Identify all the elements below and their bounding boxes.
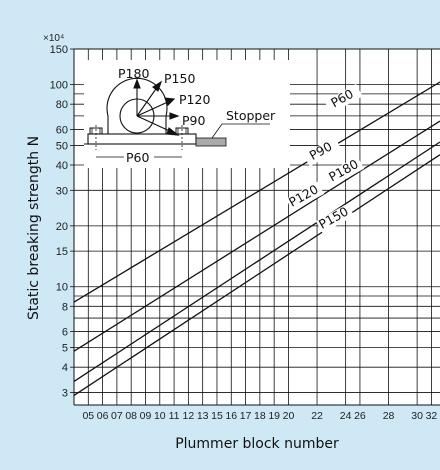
y-tick-label: 50 [56, 140, 68, 152]
x-tick-label: 18 [254, 410, 266, 422]
series-line-p60 [73, 81, 440, 303]
y-tick-label: 8 [62, 301, 68, 313]
y-tick-label: 150 [50, 44, 68, 56]
y-tick-label: 15 [56, 246, 68, 258]
inset-housing [106, 77, 168, 134]
inset-label-p120: P120 [179, 92, 210, 107]
y-axis-title: Static breaking strength N [26, 136, 42, 320]
inset-background [84, 60, 290, 168]
y-tick-label: 100 [50, 80, 68, 92]
series-label-bg [303, 136, 342, 167]
inset-label-p60: P60 [126, 150, 149, 165]
x-tick-label: 32 [426, 410, 438, 422]
x-tick-label: 12 [183, 410, 195, 422]
inset-force-arrows [133, 78, 180, 136]
series-label-bg [315, 203, 355, 234]
x-tick-label: 16 [225, 410, 237, 422]
y-tick-label: 80 [56, 99, 68, 111]
x-tick-label: 05 [82, 410, 94, 422]
y-axis-ticks: 150 100 80 60 50 40 30 20 15 10 8 6 5 4 3 [50, 44, 74, 399]
inset-label-p90: P90 [182, 113, 205, 128]
x-tick-label: 06 [97, 410, 109, 422]
inset-diagram: P180 P150 P120 P90 Stopper P60 [84, 60, 290, 168]
inset-label-stopper: Stopper [226, 108, 276, 123]
x-tick-label: 24 [340, 410, 352, 422]
x-tick-label: 15 [211, 410, 223, 422]
x-tick-label: 07 [111, 410, 123, 422]
x-tick-label: 17 [240, 410, 252, 422]
series-label-bg [285, 181, 325, 212]
x-tick-label: 08 [125, 410, 137, 422]
y-tick-label: 20 [56, 221, 68, 233]
series-label-bg [324, 84, 363, 114]
x-axis-ticks: 05 06 07 08 09 10 11 12 13 15 16 17 18 19 20 22 24 26 28 30… [82, 410, 437, 422]
y-tick-label: 10 [56, 282, 68, 294]
y-multiplier: ×10⁴ [43, 33, 64, 44]
y-tick-label: 60 [56, 124, 68, 136]
inset-label-p180: P180 [118, 66, 149, 81]
x-axis-title: Plummer block number [175, 436, 339, 452]
y-tick-label: 4 [62, 362, 68, 374]
series-line-p180 [73, 141, 440, 382]
inset-p60-label-bg [124, 149, 154, 165]
inset-bolt-right [175, 125, 189, 150]
y-tick-label: 5 [62, 343, 68, 355]
y-tick-label: 40 [56, 160, 68, 172]
series-line-p90 [73, 120, 440, 352]
x-tick-label: 22 [311, 410, 323, 422]
x-tick-label: 28 [383, 410, 395, 422]
y-tick-label: 6 [62, 327, 68, 339]
series-lines [73, 81, 440, 396]
inset-stopper [195, 137, 227, 147]
inset-label-p150: P150 [164, 71, 195, 86]
x-tick-label: 10 [154, 410, 166, 422]
x-tick-label: 11 [169, 410, 180, 422]
series-line-p150 [73, 154, 440, 396]
inset-stopper-leader [211, 123, 223, 139]
x-tick-label: 09 [140, 410, 152, 422]
series-label-bg [325, 156, 365, 187]
inset-bolt-left [89, 125, 103, 150]
x-tick-label: 20 [283, 410, 295, 422]
x-tick-label: 19 [268, 410, 280, 422]
y-tick-label: 30 [56, 185, 68, 197]
x-tick-label: 13 [197, 410, 209, 422]
x-tick-label: 26 [354, 410, 366, 422]
y-tick-label: 3 [62, 387, 68, 399]
x-tick-label: 30 [411, 410, 423, 422]
